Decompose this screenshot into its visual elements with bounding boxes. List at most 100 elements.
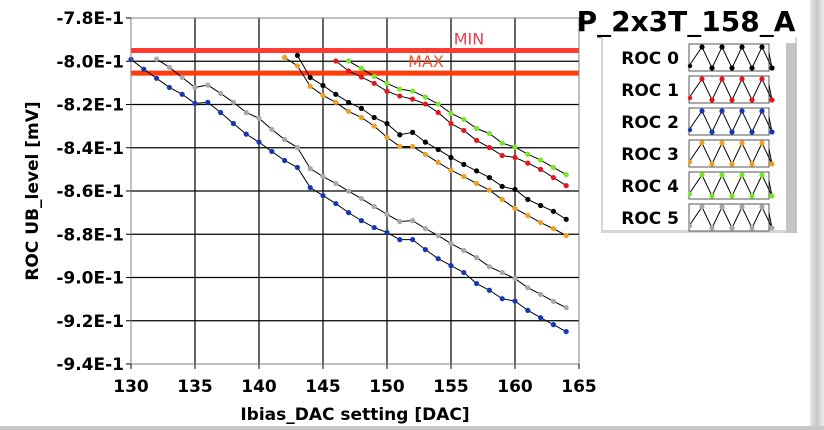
data-point (346, 68, 352, 74)
data-point (346, 99, 352, 105)
x-tick-label: 140 (241, 377, 277, 397)
data-point (384, 134, 390, 140)
data-point (358, 65, 364, 71)
data-point (486, 174, 492, 181)
data-point (422, 139, 428, 145)
data-point (166, 64, 172, 70)
data-point (410, 129, 416, 135)
legend-marker (687, 95, 693, 101)
y-tick-label: -8.4E-1 (56, 139, 124, 159)
legend-line (688, 205, 773, 230)
data-point (205, 99, 211, 105)
data-point (486, 144, 492, 151)
legend-label: ROC 2 (621, 113, 679, 133)
data-point (358, 105, 364, 111)
data-point (294, 144, 300, 151)
reference-label-min: MIN (454, 29, 485, 48)
data-point (179, 91, 185, 97)
data-point (410, 143, 416, 150)
legend-marker (687, 191, 693, 197)
data-point (474, 255, 480, 261)
data-point (256, 115, 262, 121)
data-point (307, 74, 313, 81)
data-point (486, 187, 492, 193)
data-point (448, 240, 454, 247)
data-point (333, 200, 339, 207)
legend-marker (749, 97, 755, 103)
data-point (410, 237, 416, 243)
data-point (371, 123, 377, 129)
legend-marker (739, 204, 745, 210)
legend-marker (739, 76, 745, 82)
x-tick-label: 150 (369, 377, 405, 397)
data-point (525, 196, 531, 203)
x-axis-title: Ibias_DAC setting [DAC] (240, 405, 469, 425)
data-point (205, 82, 211, 88)
data-point (461, 127, 467, 134)
data-point (166, 84, 172, 91)
data-point (461, 269, 467, 276)
legend-marker (769, 129, 775, 135)
legend-marker (759, 108, 765, 114)
data-point (320, 192, 326, 199)
y-tick-label: -9.2E-1 (56, 312, 124, 332)
series-line (296, 55, 567, 220)
legend-marker (687, 159, 693, 165)
legend-marker (729, 193, 735, 199)
data-point (525, 160, 531, 166)
data-point (422, 151, 428, 158)
legend-item-roc-5: ROC 5 (621, 203, 775, 232)
y-tick-label: -8.2E-1 (56, 96, 124, 116)
data-point (230, 120, 236, 127)
legend-marker (719, 76, 725, 82)
data-point (550, 322, 557, 328)
data-point (371, 203, 377, 210)
data-point (512, 186, 518, 193)
data-point (474, 280, 480, 287)
data-point (435, 159, 441, 166)
legend-marker (749, 225, 755, 231)
data-point (333, 180, 339, 187)
series-line (284, 56, 567, 236)
data-point (563, 304, 569, 311)
data-point (550, 208, 557, 214)
legend-marker (739, 172, 745, 178)
data-point (358, 114, 364, 121)
data-point (371, 224, 377, 231)
legend-marker (749, 161, 755, 167)
data-point (294, 63, 300, 69)
data-point (422, 94, 428, 100)
window-scrollbar[interactable] (810, 0, 824, 426)
data-point (435, 109, 441, 116)
legend-marker (749, 65, 755, 71)
series-roc-5 (154, 56, 569, 311)
y-tick-label: -9.4E-1 (56, 355, 124, 375)
legend-marker (759, 140, 765, 146)
data-point (435, 101, 441, 107)
data-point (397, 218, 403, 225)
data-point (499, 269, 505, 276)
data-point (461, 116, 467, 123)
data-point (512, 298, 518, 304)
x-tick-label: 155 (433, 377, 469, 397)
data-point (282, 136, 288, 143)
data-point (474, 168, 480, 174)
data-point (512, 154, 518, 161)
legend-label: ROC 5 (621, 209, 679, 229)
data-point (525, 151, 531, 157)
x-tick-label: 135 (177, 377, 213, 397)
data-point (512, 144, 518, 150)
legend-marker (729, 161, 735, 167)
data-point (461, 247, 467, 254)
data-point (384, 120, 390, 127)
data-point (563, 182, 569, 189)
legend-marker (699, 76, 705, 82)
data-point (448, 110, 454, 116)
legend-marker (729, 129, 735, 135)
data-point (410, 96, 416, 102)
reference-label-max: MAX (408, 52, 444, 71)
legend-marker (759, 76, 765, 82)
data-point (397, 237, 403, 243)
legend-marker (759, 44, 765, 50)
legend-marker (709, 161, 715, 167)
